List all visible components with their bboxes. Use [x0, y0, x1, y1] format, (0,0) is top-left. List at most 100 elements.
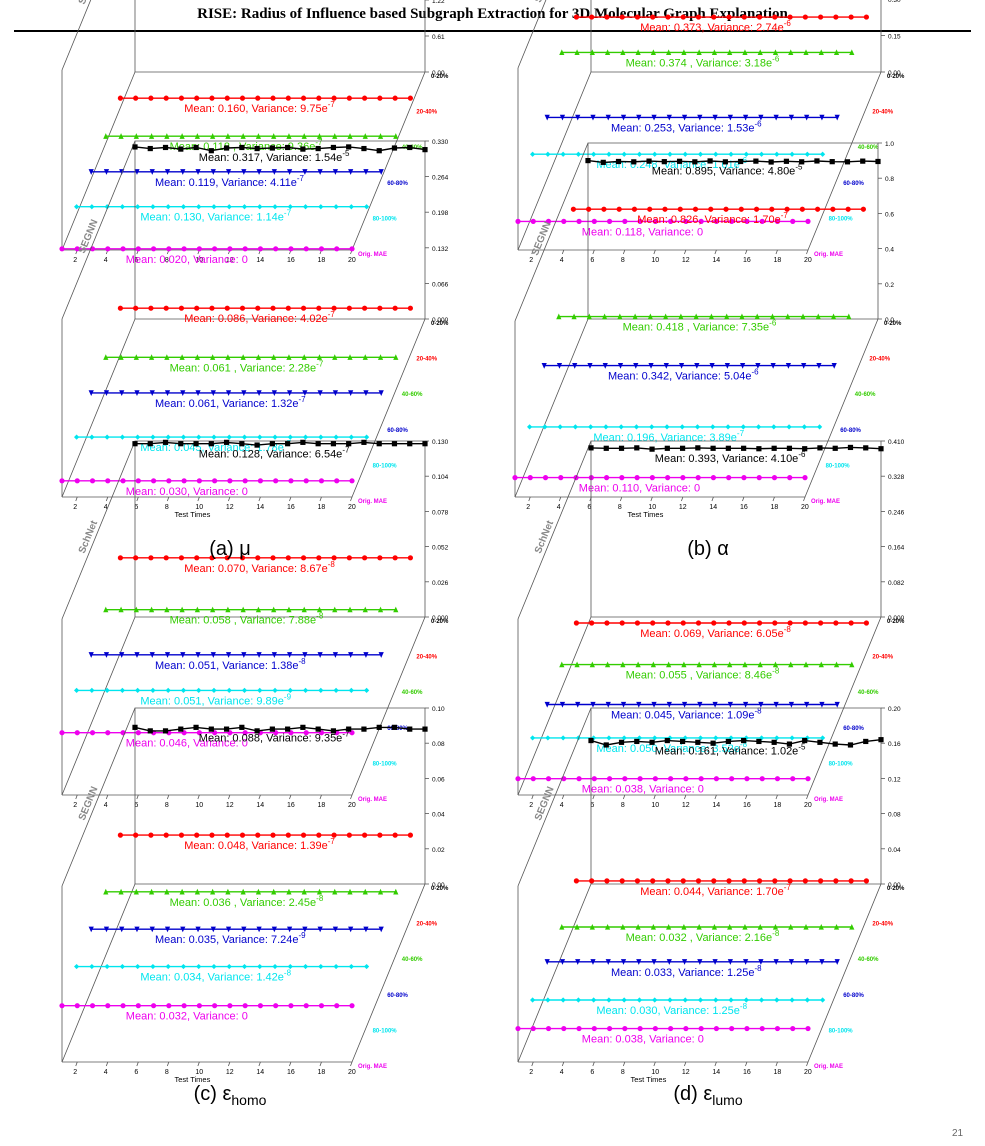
data-point [541, 363, 547, 369]
x-tick [653, 249, 656, 255]
data-point [317, 169, 323, 175]
x-tick [561, 1061, 565, 1067]
x-tick [136, 1061, 139, 1067]
data-point [604, 14, 610, 20]
z-tick-label: 0.082 [888, 580, 905, 587]
data-point [225, 606, 231, 613]
data-point [271, 606, 277, 613]
depth-label: Orig. MAE [358, 1064, 387, 1070]
data-point [666, 49, 672, 56]
x-tick-label: 18 [317, 257, 325, 264]
data-point [860, 158, 866, 164]
data-point [391, 724, 398, 730]
data-point [744, 218, 750, 224]
x-tick [711, 496, 714, 502]
depth-label: 60-80% [387, 428, 408, 434]
data-point [196, 246, 202, 252]
series-annotation: Mean: 0.086, Variance: 4.02e-7 [184, 310, 335, 325]
data-point [224, 305, 230, 311]
data-point [744, 776, 750, 782]
data-point [165, 687, 171, 693]
data-point [135, 246, 141, 252]
x-tick [166, 1061, 170, 1067]
data-point [650, 661, 656, 668]
data-point [362, 606, 368, 613]
data-point [88, 169, 94, 175]
data-point [224, 555, 230, 561]
data-point [334, 1003, 340, 1009]
series-annotation: Mean: 0.317, Variance: 1.54e-5 [199, 149, 350, 164]
data-point [239, 555, 246, 561]
data-point [741, 737, 747, 744]
data-point [757, 923, 763, 930]
data-point [103, 606, 109, 613]
data-point [300, 555, 307, 561]
z-tick-label: 0.4 [885, 247, 894, 254]
annotation-exponent: -8 [740, 740, 748, 749]
data-point [802, 737, 808, 744]
data-point [271, 169, 277, 175]
data-point [362, 354, 368, 360]
data-point [831, 363, 837, 369]
data-point [801, 424, 807, 430]
data-point [651, 114, 657, 121]
x-tick [775, 249, 778, 255]
depth-label: 60-80% [387, 993, 408, 999]
data-point [210, 652, 216, 658]
data-point [724, 363, 730, 369]
data-point [287, 652, 293, 658]
data-point [712, 959, 718, 965]
x-tick-label: 6 [134, 1069, 138, 1076]
data-point [89, 434, 95, 440]
data-point [196, 434, 202, 440]
data-point [697, 114, 703, 121]
data-point [681, 923, 687, 930]
data-point [165, 434, 171, 440]
data-point [820, 151, 826, 157]
data-point [830, 206, 836, 212]
data-point [239, 441, 245, 447]
data-point [587, 363, 593, 369]
annotation-exponent: -8 [284, 969, 292, 978]
data-point [196, 687, 202, 693]
data-point [211, 687, 217, 693]
data-point [634, 14, 641, 20]
data-point [132, 724, 138, 730]
data-point [605, 701, 611, 708]
x-tick-label: 12 [682, 802, 690, 809]
data-point [255, 305, 261, 311]
data-point [422, 147, 428, 153]
data-point [364, 434, 370, 440]
data-point [180, 926, 186, 933]
z-tick-label: 0.078 [432, 509, 449, 516]
data-point [133, 133, 139, 139]
data-point [210, 133, 216, 139]
data-point [530, 776, 536, 782]
data-point [591, 1025, 597, 1032]
data-point [334, 478, 340, 484]
x-tick-label: 8 [165, 257, 169, 264]
series-annotation: Mean: 0.058 , Variance: 7.88e-8 [170, 612, 324, 627]
annotation-exponent: -7 [328, 837, 336, 846]
data-point [332, 133, 338, 139]
data-point [272, 204, 278, 210]
x-tick [619, 496, 623, 502]
data-point [559, 923, 565, 930]
data-point [677, 206, 683, 212]
x-tick [745, 1061, 748, 1067]
z-tick-label: 0.00 [432, 882, 445, 889]
data-point [711, 878, 717, 884]
data-point [603, 445, 609, 451]
data-point [848, 14, 854, 20]
data-point [208, 441, 214, 447]
series-annotation: Mean: 0.055 , Variance: 8.46e-8 [626, 667, 780, 682]
series-60-80-: Mean: 0.253, Variance: 1.53e-6 60-80% [544, 114, 865, 187]
data-point [785, 313, 791, 320]
data-point [196, 204, 202, 210]
data-point [789, 151, 795, 157]
data-point [662, 206, 668, 212]
data-point [334, 246, 340, 252]
series-orig-mae: Mean: 0.038, Variance: 0 Orig. MAE [515, 1025, 843, 1070]
data-point [804, 114, 810, 121]
